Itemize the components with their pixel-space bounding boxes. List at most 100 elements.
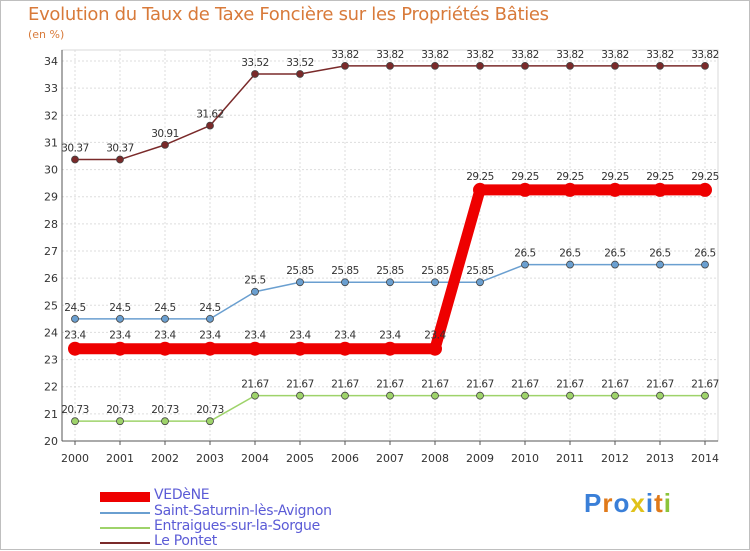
legend-label: Saint-Saturnin-lès-Avignon <box>154 503 332 519</box>
data-point-le-pontet <box>566 61 574 70</box>
legend-swatch <box>100 527 150 529</box>
data-label-entraigues-sur-la-sorgue: 20.73 <box>151 404 179 416</box>
data-point-entraigues-sur-la-sorgue <box>341 391 349 400</box>
data-label-vedene: 29.25 <box>601 171 629 183</box>
data-point-saint-saturnin-les-avignon <box>701 260 709 269</box>
y-tick-label: 27 <box>44 245 58 258</box>
data-point-le-pontet <box>431 61 439 70</box>
data-point-le-pontet <box>386 61 394 70</box>
data-label-entraigues-sur-la-sorgue: 21.67 <box>511 379 539 391</box>
y-tick-label: 32 <box>44 109 58 122</box>
data-label-vedene: 23.4 <box>199 330 221 342</box>
y-tick-label: 28 <box>44 218 58 231</box>
data-label-vedene: 29.25 <box>511 171 539 183</box>
data-label-entraigues-sur-la-sorgue: 21.67 <box>421 379 449 391</box>
data-label-le-pontet: 33.82 <box>466 49 494 61</box>
data-point-saint-saturnin-les-avignon <box>161 314 169 323</box>
y-tick-label: 22 <box>44 381 58 394</box>
data-point-entraigues-sur-la-sorgue <box>71 417 79 426</box>
data-point-vedene <box>68 341 82 356</box>
data-point-entraigues-sur-la-sorgue <box>386 391 394 400</box>
data-label-entraigues-sur-la-sorgue: 20.73 <box>196 404 224 416</box>
data-label-saint-saturnin-les-avignon: 26.5 <box>649 248 670 260</box>
data-label-le-pontet: 33.52 <box>286 57 314 69</box>
data-label-le-pontet: 33.82 <box>331 49 359 61</box>
y-tick-label: 20 <box>44 435 58 448</box>
data-point-le-pontet <box>611 61 619 70</box>
data-point-saint-saturnin-les-avignon <box>341 278 349 287</box>
data-label-saint-saturnin-les-avignon: 24.5 <box>64 302 85 314</box>
data-point-saint-saturnin-les-avignon <box>71 314 79 323</box>
data-label-saint-saturnin-les-avignon: 25.5 <box>244 275 265 287</box>
legend-swatch <box>100 512 150 514</box>
data-label-vedene: 23.4 <box>289 330 311 342</box>
data-point-entraigues-sur-la-sorgue <box>116 417 124 426</box>
data-point-le-pontet <box>296 70 304 78</box>
data-point-vedene <box>203 341 217 356</box>
data-label-entraigues-sur-la-sorgue: 20.73 <box>61 404 89 416</box>
data-point-saint-saturnin-les-avignon <box>521 260 529 269</box>
x-tick-label: 2010 <box>511 452 539 465</box>
logo-letter: r <box>602 488 614 518</box>
y-tick-label: 30 <box>44 164 58 177</box>
series-lines <box>68 61 712 426</box>
axes: 20 21 22 23 24 25 26 27 28 29 30 31 32 33 34 2000 2001 20… <box>44 50 719 465</box>
data-point-le-pontet <box>161 140 169 149</box>
data-label-entraigues-sur-la-sorgue: 21.67 <box>691 379 719 391</box>
proxiti-logo: Proxiti <box>584 488 672 519</box>
data-point-entraigues-sur-la-sorgue <box>611 391 619 400</box>
data-point-entraigues-sur-la-sorgue <box>521 391 529 400</box>
x-tick-label: 2012 <box>601 452 629 465</box>
data-label-saint-saturnin-les-avignon: 26.5 <box>694 248 715 260</box>
x-tick-label: 2006 <box>331 452 359 465</box>
data-label-entraigues-sur-la-sorgue: 21.67 <box>601 379 629 391</box>
data-label-saint-saturnin-les-avignon: 25.85 <box>421 265 449 277</box>
data-label-vedene: 29.25 <box>556 171 584 183</box>
data-labels: 30.37 30.37 30.91 31.62 33.52 33.52 33.82 33.82… <box>61 49 719 416</box>
y-tick-label: 25 <box>44 299 58 312</box>
data-point-le-pontet <box>476 61 484 70</box>
data-point-saint-saturnin-les-avignon <box>206 314 214 323</box>
logo-letter: P <box>584 488 603 518</box>
data-label-le-pontet: 30.91 <box>151 128 179 140</box>
data-point-vedene <box>473 182 487 197</box>
data-point-vedene <box>158 341 172 356</box>
x-tick-label: 2005 <box>286 452 314 465</box>
data-point-saint-saturnin-les-avignon <box>386 278 394 287</box>
data-label-vedene: 23.4 <box>334 330 356 342</box>
data-point-le-pontet <box>701 61 709 70</box>
y-tick-label: 33 <box>44 82 58 95</box>
x-tick-label: 2001 <box>106 452 134 465</box>
logo-letter: i <box>645 488 655 518</box>
data-label-saint-saturnin-les-avignon: 24.5 <box>199 302 220 314</box>
data-label-le-pontet: 33.82 <box>421 49 449 61</box>
data-point-saint-saturnin-les-avignon <box>476 278 484 287</box>
data-label-le-pontet: 33.82 <box>376 49 404 61</box>
data-point-le-pontet <box>71 155 79 164</box>
y-tick-label: 34 <box>44 55 58 68</box>
y-tick-label: 23 <box>44 354 58 367</box>
x-tick-label: 2013 <box>646 452 674 465</box>
data-point-saint-saturnin-les-avignon <box>116 314 124 323</box>
data-point-entraigues-sur-la-sorgue <box>476 391 484 400</box>
data-label-saint-saturnin-les-avignon: 26.5 <box>559 248 580 260</box>
data-label-vedene: 23.4 <box>244 330 266 342</box>
data-point-entraigues-sur-la-sorgue <box>296 391 304 400</box>
grid <box>61 49 719 442</box>
x-tick-label: 2011 <box>556 452 584 465</box>
data-label-entraigues-sur-la-sorgue: 21.67 <box>376 379 404 391</box>
data-point-le-pontet <box>521 61 529 70</box>
data-point-le-pontet <box>116 155 124 164</box>
data-label-le-pontet: 33.82 <box>556 49 584 61</box>
data-point-le-pontet <box>656 61 664 70</box>
data-point-saint-saturnin-les-avignon <box>611 260 619 269</box>
x-tick-label: 2014 <box>691 452 719 465</box>
data-label-saint-saturnin-les-avignon: 24.5 <box>154 302 175 314</box>
data-point-saint-saturnin-les-avignon <box>431 278 439 287</box>
data-label-le-pontet: 33.82 <box>601 49 629 61</box>
data-label-le-pontet: 33.82 <box>646 49 674 61</box>
data-label-le-pontet: 33.52 <box>241 57 269 69</box>
x-tick-label: 2007 <box>376 452 404 465</box>
data-label-le-pontet: 33.82 <box>511 49 539 61</box>
